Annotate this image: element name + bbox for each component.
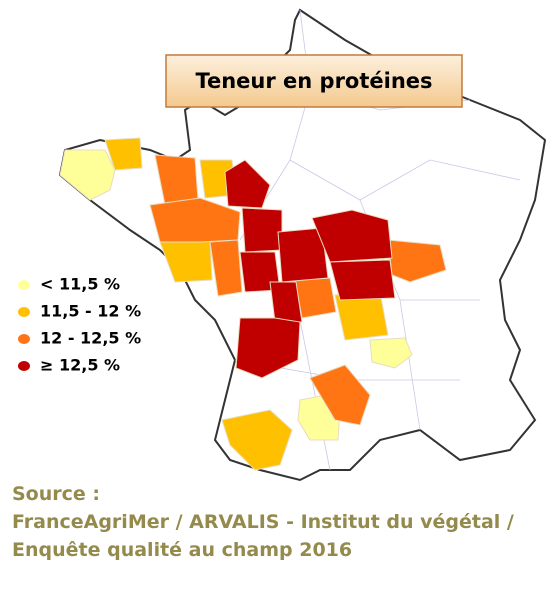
region — [311, 209, 393, 263]
source-line: Source : — [12, 483, 100, 505]
map-title: Teneur en protéines — [195, 69, 432, 93]
region — [269, 281, 303, 323]
region — [294, 277, 337, 319]
legend-swatch — [18, 280, 30, 290]
legend-label: 12 - 12,5 % — [40, 329, 141, 348]
source: Source : FranceAgriMer / ARVALIS - Instit… — [12, 483, 514, 561]
region — [209, 239, 243, 297]
region — [159, 239, 213, 283]
legend-label: 11,5 - 12 % — [40, 302, 141, 321]
source-line: FranceAgriMer / ARVALIS - Institut du vé… — [12, 511, 514, 533]
legend-label: < 11,5 % — [40, 275, 120, 294]
region — [277, 227, 329, 283]
region — [59, 149, 116, 201]
legend: < 11,5 % 11,5 - 12 % 12 - 12,5 % ≥ 12,5 % — [18, 275, 141, 375]
legend-swatch — [18, 334, 30, 344]
regions — [59, 137, 447, 471]
region — [241, 207, 283, 253]
region — [224, 159, 271, 209]
region — [104, 137, 143, 171]
source-line: Enquête qualité au champ 2016 — [12, 539, 352, 561]
legend-label: ≥ 12,5 % — [40, 356, 120, 375]
region — [235, 317, 301, 379]
legend-swatch — [18, 307, 30, 317]
region — [329, 259, 396, 301]
legend-swatch — [18, 361, 30, 371]
title-box — [165, 54, 463, 108]
region — [221, 409, 293, 471]
region — [369, 337, 413, 369]
region — [309, 364, 371, 426]
